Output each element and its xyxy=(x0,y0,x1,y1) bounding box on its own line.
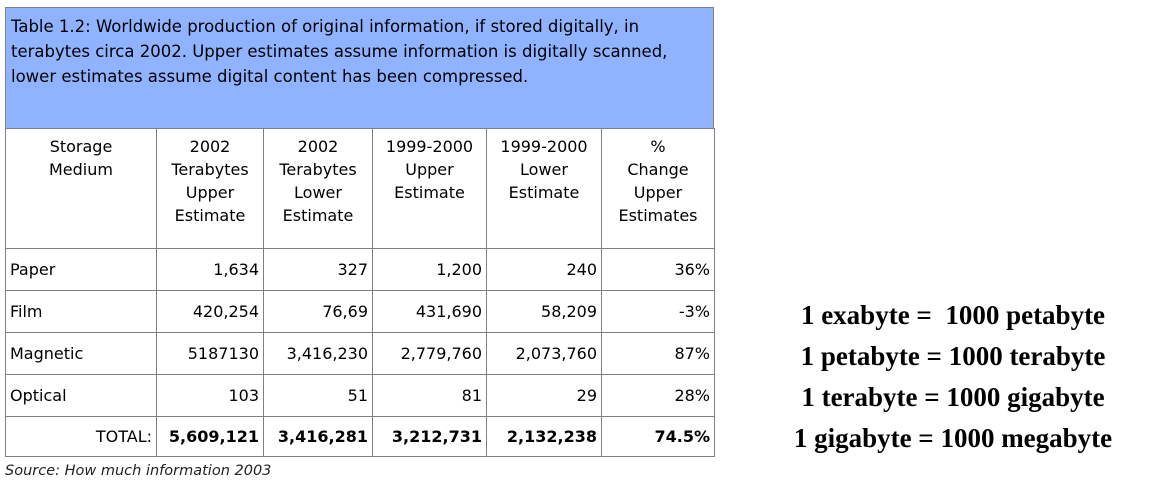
conversion-exabyte: 1 exabyte = 1000 petabyte xyxy=(800,300,1106,330)
cell-2002-lower: 51 xyxy=(263,374,373,417)
cell-2002-upper: 5187130 xyxy=(156,332,264,375)
table-caption: Table 1.2: Worldwide production of origi… xyxy=(5,7,714,128)
cell-1999-lower: 29 xyxy=(486,374,602,417)
cell-2002-upper: 420,254 xyxy=(156,290,264,333)
cell-1999-lower: 240 xyxy=(486,248,602,291)
production-table: Storage Medium 2002 Terabytes Upper Esti… xyxy=(5,128,715,457)
total-1999-lower: 2,132,238 xyxy=(486,416,602,457)
table-header-row: Storage Medium 2002 Terabytes Upper Esti… xyxy=(5,128,715,249)
header-2002-upper: 2002 Terabytes Upper Estimate xyxy=(156,128,264,249)
cell-1999-upper: 2,779,760 xyxy=(372,332,487,375)
cell-1999-lower: 2,073,760 xyxy=(486,332,602,375)
cell-percent-change: 87% xyxy=(601,332,715,375)
conversion-terabyte: 1 terabyte = 1000 gigabyte xyxy=(801,382,1105,412)
conversion-petabyte: 1 petabyte = 1000 terabyte xyxy=(800,341,1106,371)
table-row-film: Film 420,254 76,69 431,690 58,209 -3% xyxy=(5,290,715,333)
header-1999-lower: 1999-2000 Lower Estimate xyxy=(486,128,602,249)
conversion-gigabyte: 1 gigabyte = 1000 megabyte xyxy=(793,423,1113,453)
cell-1999-upper: 1,200 xyxy=(372,248,487,291)
total-label: TOTAL: xyxy=(5,416,157,457)
total-1999-upper: 3,212,731 xyxy=(372,416,487,457)
row-label: Film xyxy=(5,290,157,333)
cell-1999-lower: 58,209 xyxy=(486,290,602,333)
table-row-paper: Paper 1,634 327 1,200 240 36% xyxy=(5,248,715,291)
total-2002-upper: 5,609,121 xyxy=(156,416,264,457)
cell-percent-change: -3% xyxy=(601,290,715,333)
table-row-total: TOTAL: 5,609,121 3,416,281 3,212,731 2,1… xyxy=(5,416,715,457)
header-1999-upper: 1999-2000 Upper Estimate xyxy=(372,128,487,249)
table-row-optical: Optical 103 51 81 29 28% xyxy=(5,374,715,417)
cell-2002-upper: 103 xyxy=(156,374,264,417)
cell-1999-upper: 81 xyxy=(372,374,487,417)
unit-conversions: 1 exabyte = 1000 petabyte 1 petabyte = 1… xyxy=(748,295,1158,459)
header-percent-change: % Change Upper Estimates xyxy=(601,128,715,249)
cell-2002-lower: 76,69 xyxy=(263,290,373,333)
production-table-container: Table 1.2: Worldwide production of origi… xyxy=(5,7,715,457)
cell-2002-upper: 1,634 xyxy=(156,248,264,291)
source-note: Source: How much information 2003 xyxy=(5,463,272,479)
table-row-magnetic: Magnetic 5187130 3,416,230 2,779,760 2,0… xyxy=(5,332,715,375)
cell-1999-upper: 431,690 xyxy=(372,290,487,333)
row-label: Paper xyxy=(5,248,157,291)
header-2002-lower: 2002 Terabytes Lower Estimate xyxy=(263,128,373,249)
total-percent-change: 74.5% xyxy=(601,416,715,457)
cell-percent-change: 36% xyxy=(601,248,715,291)
row-label: Magnetic xyxy=(5,332,157,375)
cell-2002-lower: 3,416,230 xyxy=(263,332,373,375)
cell-percent-change: 28% xyxy=(601,374,715,417)
cell-2002-lower: 327 xyxy=(263,248,373,291)
row-label: Optical xyxy=(5,374,157,417)
total-2002-lower: 3,416,281 xyxy=(263,416,373,457)
header-storage-medium: Storage Medium xyxy=(5,128,157,249)
